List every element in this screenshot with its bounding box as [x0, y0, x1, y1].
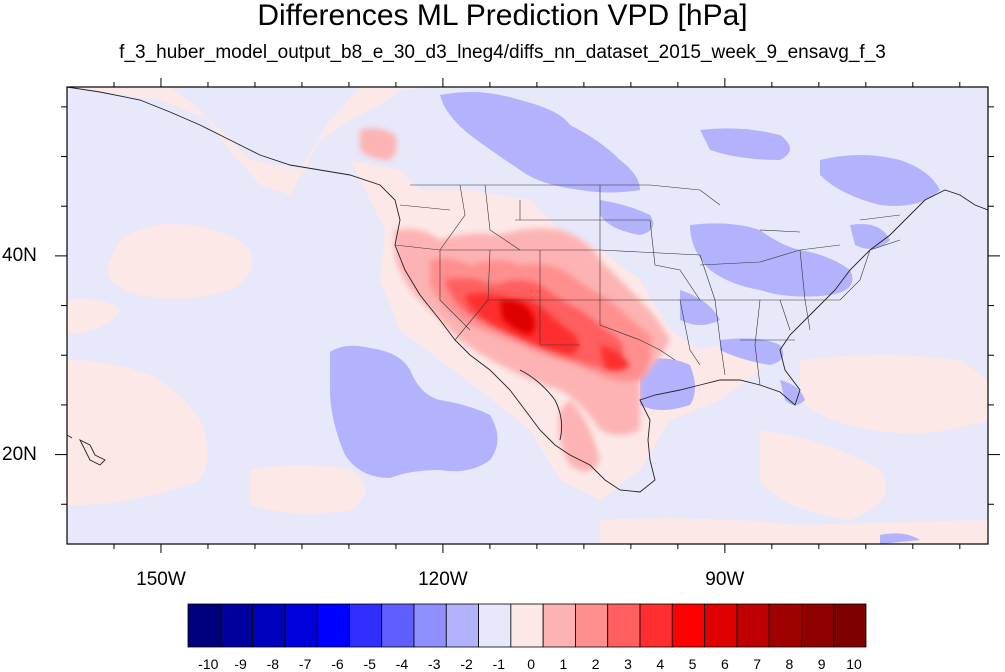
colorbar-swatch [187, 603, 221, 648]
lon-tick-label: 150W [136, 569, 186, 590]
lat-tick-label: 40N [2, 244, 37, 266]
map-title: Differences ML Prediction VPD [hPa] [257, 0, 748, 32]
colorbar-swatch [768, 603, 802, 648]
axis-ticks [55, 78, 1000, 553]
colorbar-swatch [316, 603, 350, 648]
colorbar-swatch [833, 603, 867, 648]
colorbar [187, 603, 867, 648]
colorbar-swatch [349, 603, 383, 648]
lon-tick-label: 120W [418, 569, 468, 590]
colorbar-swatch [639, 603, 673, 648]
colorbar-level-label: 4 [656, 656, 665, 672]
colorbar-swatch [413, 603, 447, 648]
colorbar-level-label: -3 [428, 656, 441, 672]
colorbar-swatch [478, 603, 512, 648]
colorbar-level-label: 3 [624, 656, 632, 672]
colorbar-level-label: 0 [527, 656, 536, 672]
colorbar-level-label: 5 [688, 656, 697, 672]
colorbar-swatch [284, 603, 318, 648]
coastlines [67, 87, 988, 493]
colorbar-level-label: -10 [198, 656, 219, 672]
colorbar-level-label: 6 [720, 656, 729, 672]
colorbar-level-label: -9 [234, 656, 247, 672]
colorbar-swatch [801, 603, 835, 648]
map-subtitle: f_3_huber_model_output_b8_e_30_d3_lneg4/… [119, 42, 886, 63]
colorbar-swatch [575, 603, 609, 648]
colorbar-level-label: 7 [753, 656, 762, 672]
colorbar-level-label: -8 [266, 656, 280, 672]
colorbar-level-label: -2 [460, 656, 473, 672]
colorbar-swatch [510, 603, 544, 648]
colorbar-swatch [736, 603, 770, 648]
map-frame [66, 86, 989, 545]
colorbar-swatch [704, 603, 738, 648]
colorbar-swatch [607, 603, 641, 648]
colorbar-level-label: 10 [846, 656, 862, 672]
colorbar-level-label: 9 [817, 656, 826, 672]
colorbar-swatch [671, 603, 705, 648]
lon-tick-label: 90W [705, 569, 745, 590]
colorbar-swatch [381, 603, 415, 648]
map-plot-area [67, 87, 988, 544]
positive-anomaly-peak [500, 299, 535, 335]
colorbar-swatch [542, 603, 576, 648]
colorbar-level-label: -4 [395, 656, 409, 672]
negative-anomaly-light [330, 91, 940, 544]
colorbar-level-label: 8 [785, 656, 794, 672]
colorbar-level-label: 2 [591, 656, 600, 672]
colorbar-level-label: -6 [331, 656, 344, 672]
colorbar-swatch [219, 603, 253, 648]
political-borders [394, 184, 901, 386]
colorbar-swatch [445, 603, 479, 648]
colorbar-level-label: 1 [559, 656, 568, 672]
colorbar-level-label: -5 [363, 656, 376, 672]
colorbar-level-label: -1 [492, 656, 506, 672]
colorbar-level-label: -7 [298, 656, 312, 672]
colorbar-swatch [252, 603, 286, 648]
lat-tick-label: 20N [2, 443, 37, 465]
